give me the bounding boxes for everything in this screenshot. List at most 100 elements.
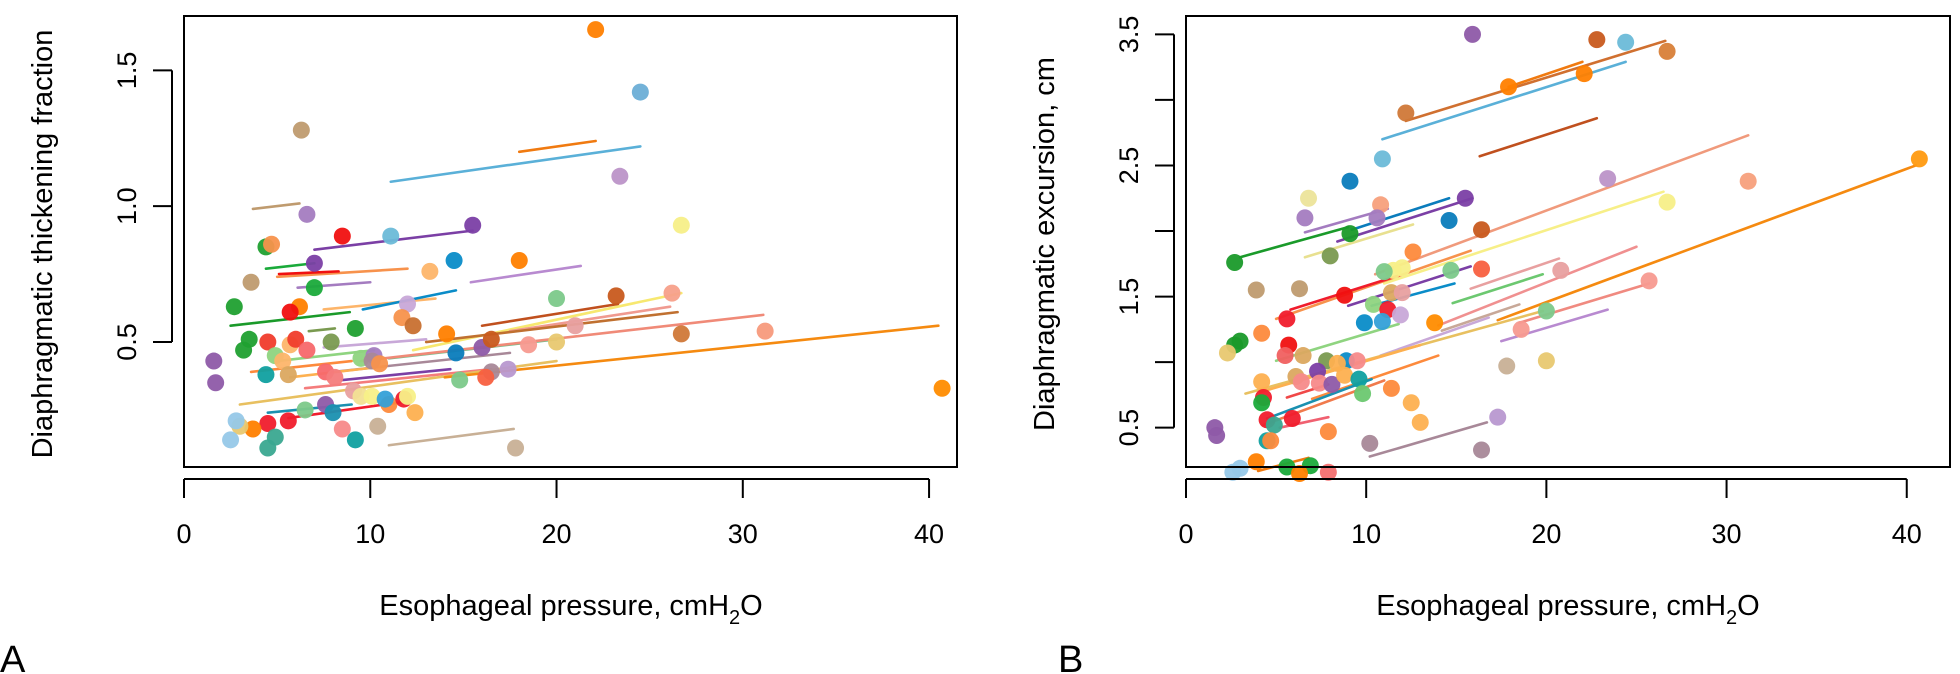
panel-b-data-point-32 <box>1336 286 1354 304</box>
panel-b-data-point-37 <box>1391 306 1409 324</box>
panel-a-data-point-17 <box>225 298 243 316</box>
panel-b-data-point-20 <box>1341 225 1359 243</box>
panel-b-data-point-61 <box>1336 366 1354 384</box>
panel-b-data-point-5 <box>1500 78 1518 96</box>
panel-b-regression-line-5 <box>1238 225 1350 259</box>
panel-b-data-point-44 <box>1640 272 1658 290</box>
panel-a-data-point-68 <box>296 401 314 419</box>
panel-b-data-point-31 <box>1291 280 1309 298</box>
panel-a-data-point-70 <box>324 404 342 422</box>
panel-a-x-axis: 0 10 20 30 40 <box>176 478 944 549</box>
panel-b-regression-line-23 <box>1379 316 1491 357</box>
panel-a-data-point-55 <box>933 379 951 397</box>
panel-b-letter: B <box>1058 639 1083 674</box>
panel-b-x-axis: 0 10 20 30 40 <box>1178 478 1922 549</box>
panel-b-data-point-29 <box>1552 261 1570 279</box>
panel-b-data-point-23 <box>1226 253 1244 271</box>
panel-a-data-point-57 <box>477 368 495 386</box>
panel-b-data-point-75 <box>1283 409 1301 427</box>
panel-a-regression-lines <box>229 139 940 447</box>
panel-b-data-point-8 <box>1910 150 1928 168</box>
panel-a-data-point-38 <box>207 374 225 392</box>
panel-b-x-axis-label: Esophageal pressure, cmH2O <box>1376 590 1759 629</box>
panel-b-regression-line-0 <box>1404 39 1667 123</box>
panel-a-y-tick-label-0: 0.5 <box>112 323 142 361</box>
panel-a-data-point-1 <box>631 83 649 101</box>
panel-b-data-point-66 <box>1354 385 1372 403</box>
panel-b-data-point-22 <box>1321 247 1339 265</box>
panel-a-regression-line-12 <box>469 264 583 284</box>
panel-a-data-point-54 <box>756 322 774 340</box>
panel-b-x-tick-label-1: 10 <box>1351 519 1381 549</box>
panel-a-data-point-28 <box>322 333 340 351</box>
panel-b-data-point-19 <box>1473 221 1491 239</box>
panel-a-data-point-6 <box>464 216 482 234</box>
panel-b-data-point-60 <box>1323 375 1341 393</box>
panel-a-regression-line-27 <box>443 324 940 379</box>
panel-a-data-point-27 <box>438 325 456 343</box>
panel-b-data-point-38 <box>1278 310 1296 328</box>
panel-b-data-point-6 <box>1397 104 1415 122</box>
panel-a-data-point-14 <box>421 262 439 280</box>
panel-a-data-point-19 <box>281 303 299 321</box>
panel-b-data-point-2 <box>1617 33 1635 51</box>
panel-b-data-point-81 <box>1361 434 1379 452</box>
panel-a-data-point-2 <box>292 121 310 139</box>
panel-a-x-tick-label-2: 20 <box>542 519 572 549</box>
panel-a-x-tick-label-3: 30 <box>728 519 758 549</box>
panel-b-y-tick-label-6: 3.5 <box>1114 16 1144 54</box>
panel-a-regression-line-6 <box>277 270 340 276</box>
panel-b-y-tick-label-4: 2.5 <box>1114 147 1144 185</box>
panel-a-data-point-66 <box>399 387 417 405</box>
panel-a-data-point-20 <box>399 295 417 313</box>
panel-b-regression-line-14 <box>1451 272 1545 305</box>
panel-b-regression-line-31 <box>1368 421 1489 458</box>
panel-a-y-axis: 0.5 1.0 1.5 <box>112 52 173 361</box>
panel-a-data-point-26 <box>346 319 364 337</box>
panel-a-data-point-35 <box>298 341 316 359</box>
panel-b-x-tick-label-3: 30 <box>1712 519 1742 549</box>
panel-a-data-point-53 <box>672 325 690 343</box>
panel-a-regression-line-2 <box>251 202 301 211</box>
panel-b-data-point-13 <box>1456 189 1474 207</box>
panel-a-data-point-59 <box>451 371 469 389</box>
panel-b-data-point-26 <box>1375 263 1393 281</box>
panel-b-x-tick-label-4: 40 <box>1892 519 1922 549</box>
panel-b-data-point-67 <box>1382 379 1400 397</box>
panel-b-x-tick-label-0: 0 <box>1178 519 1193 549</box>
panel-b-regression-line-3 <box>1478 116 1599 158</box>
panel-a-regression-line-1 <box>389 145 642 184</box>
panel-a-x-tick-label-1: 10 <box>355 519 385 549</box>
panel-b-data-point-48 <box>1218 344 1236 362</box>
panel-a-data-point-49 <box>482 330 500 348</box>
panel-b-data-point-9 <box>1599 170 1617 188</box>
panel-b-regression-line-13 <box>1469 257 1561 290</box>
panel-b-regression-line-10 <box>1382 190 1665 285</box>
panel-b-data-point-82 <box>1473 441 1491 459</box>
panel-b-data-point-43 <box>1537 302 1555 320</box>
panel-a-data-point-15 <box>242 273 260 291</box>
panel-b-data-point-16 <box>1296 209 1314 227</box>
panel-a-data-point-76 <box>222 431 240 449</box>
panel-a-regression-line-15 <box>480 302 620 328</box>
panel-a-data-point-73 <box>244 420 262 438</box>
panel-b-data-point-34 <box>1393 284 1411 302</box>
panel-a-regression-line-30 <box>387 427 515 447</box>
panel-a-y-tick-label-2: 1.5 <box>112 52 142 90</box>
panel-b-regression-line-20 <box>1440 303 1521 332</box>
panel-a-data-point-75 <box>227 412 245 430</box>
panel-b-data-point-30 <box>1247 281 1265 299</box>
panel-b-data-point-65 <box>1253 394 1271 412</box>
panel-a-data-point-52 <box>566 317 584 335</box>
panel-b-data-point-15 <box>1372 196 1390 214</box>
panel-a-data-point-31 <box>259 333 277 351</box>
panel-a-data-point-7 <box>333 227 351 245</box>
panel-b-data-point-88 <box>1291 465 1309 483</box>
panel-b-data-point-7 <box>1373 150 1391 168</box>
panel-a-data-point-13 <box>305 254 323 272</box>
panel-b-data-point-76 <box>1319 423 1337 441</box>
panel-b-regression-line-8 <box>1336 196 1474 243</box>
panel-a-data-point-32 <box>287 330 305 348</box>
panel-a-data-point-36 <box>274 352 292 370</box>
